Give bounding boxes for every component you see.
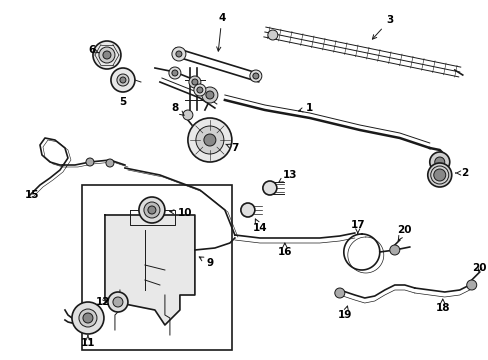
Circle shape bbox=[434, 157, 444, 167]
Circle shape bbox=[111, 68, 135, 92]
Circle shape bbox=[172, 47, 185, 61]
Text: 2: 2 bbox=[455, 168, 468, 178]
Circle shape bbox=[188, 76, 201, 88]
Text: 19: 19 bbox=[337, 306, 351, 320]
Circle shape bbox=[120, 77, 126, 83]
Circle shape bbox=[106, 159, 114, 167]
Bar bbox=[82, 185, 231, 350]
Text: 3: 3 bbox=[372, 15, 393, 39]
Circle shape bbox=[103, 51, 111, 59]
Text: 12: 12 bbox=[96, 297, 110, 307]
Circle shape bbox=[139, 197, 164, 223]
Circle shape bbox=[252, 73, 258, 79]
Circle shape bbox=[197, 87, 203, 93]
Text: 4: 4 bbox=[216, 13, 225, 51]
Circle shape bbox=[267, 30, 277, 40]
Circle shape bbox=[147, 206, 156, 214]
Circle shape bbox=[183, 110, 192, 120]
Circle shape bbox=[202, 87, 218, 103]
Circle shape bbox=[79, 309, 97, 327]
Text: 6: 6 bbox=[88, 45, 98, 55]
Circle shape bbox=[93, 41, 121, 69]
Circle shape bbox=[466, 280, 476, 290]
Text: 20: 20 bbox=[397, 225, 411, 240]
Circle shape bbox=[83, 313, 93, 323]
Circle shape bbox=[117, 74, 129, 86]
Circle shape bbox=[194, 84, 205, 96]
Text: 15: 15 bbox=[25, 190, 39, 200]
Circle shape bbox=[203, 134, 215, 146]
Circle shape bbox=[108, 292, 128, 312]
Circle shape bbox=[249, 70, 261, 82]
Text: 5: 5 bbox=[119, 97, 126, 107]
Text: 10: 10 bbox=[169, 208, 192, 218]
Circle shape bbox=[86, 158, 94, 166]
Text: 1: 1 bbox=[298, 103, 313, 113]
Text: 14: 14 bbox=[252, 219, 266, 233]
Circle shape bbox=[429, 152, 449, 172]
Text: 7: 7 bbox=[225, 143, 238, 153]
Circle shape bbox=[433, 169, 445, 181]
Text: 13: 13 bbox=[278, 170, 297, 183]
Circle shape bbox=[168, 67, 181, 79]
Circle shape bbox=[143, 202, 160, 218]
Circle shape bbox=[334, 288, 344, 298]
Circle shape bbox=[176, 51, 182, 57]
Text: 16: 16 bbox=[277, 243, 291, 257]
Circle shape bbox=[113, 297, 122, 307]
Text: 17: 17 bbox=[350, 220, 365, 233]
Circle shape bbox=[172, 70, 178, 76]
Circle shape bbox=[389, 245, 399, 255]
Text: 11: 11 bbox=[81, 335, 95, 348]
Circle shape bbox=[205, 91, 213, 99]
Circle shape bbox=[72, 302, 104, 334]
Text: 8: 8 bbox=[171, 103, 183, 115]
Circle shape bbox=[427, 163, 451, 187]
Circle shape bbox=[196, 126, 224, 154]
Circle shape bbox=[187, 118, 231, 162]
Text: 18: 18 bbox=[435, 299, 449, 313]
Polygon shape bbox=[105, 215, 195, 325]
Circle shape bbox=[263, 181, 276, 195]
Circle shape bbox=[99, 47, 115, 63]
Text: 9: 9 bbox=[199, 257, 213, 268]
Circle shape bbox=[241, 203, 254, 217]
Text: 20: 20 bbox=[471, 263, 486, 273]
Circle shape bbox=[191, 79, 198, 85]
